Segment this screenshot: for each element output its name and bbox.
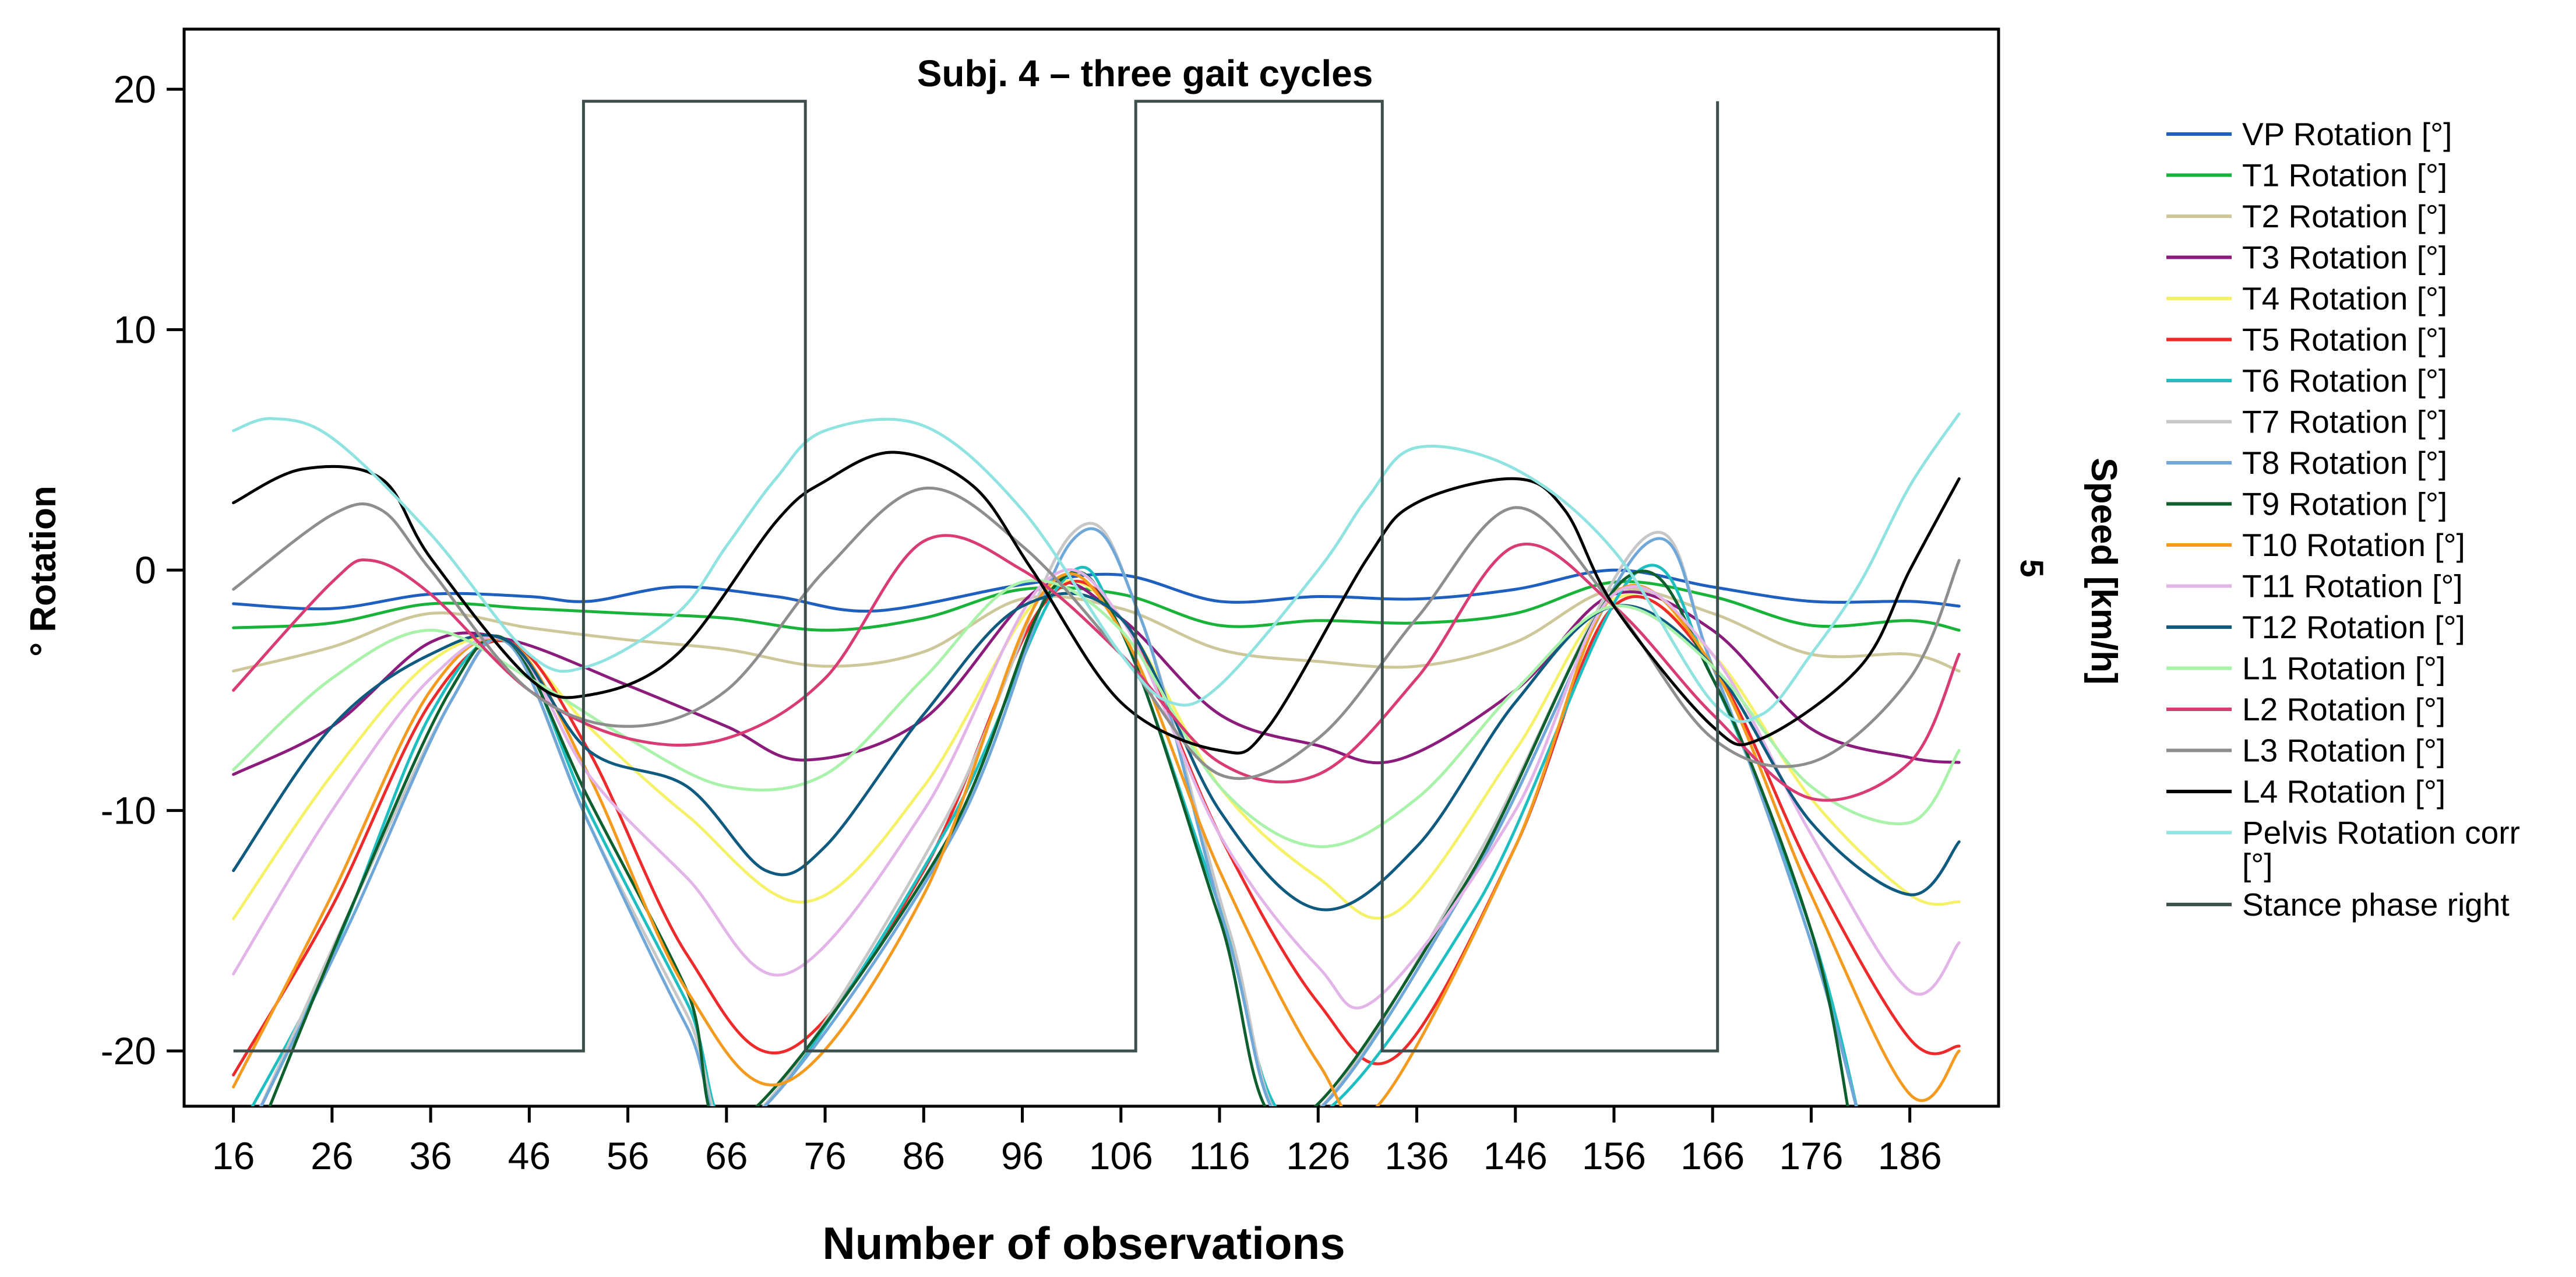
- x-tick-label: 156: [1582, 1134, 1646, 1177]
- x-tick-label: 66: [705, 1134, 748, 1177]
- y-tick-label: 20: [114, 68, 156, 111]
- y-tick-label: -10: [101, 789, 156, 832]
- series-line-l4-rotation: [232, 451, 1961, 755]
- legend-label-l2-rotation: L2 Rotation [°]: [2242, 691, 2445, 727]
- x-tick-label: 116: [1189, 1134, 1250, 1177]
- series-line-t12-rotation: [232, 592, 1961, 912]
- x-axis: 16 26 36 46 56 66 76 86 96 106 116 126 136 146 156 166 1…: [212, 1106, 1942, 1177]
- legend-label-t2-rotation: T2 Rotation [°]: [2242, 198, 2447, 234]
- x-tick-label: 86: [903, 1134, 945, 1177]
- chart-title: Subj. 4 – three gait cycles: [917, 52, 1373, 94]
- series-line-t8-rotation: [259, 527, 1858, 1106]
- legend: VP Rotation [°] T1 Rotation [°] T2 Rotatio…: [2166, 116, 2520, 923]
- x-tick-label: 56: [607, 1134, 649, 1177]
- x-tick-label: 176: [1779, 1134, 1843, 1177]
- x-tick-label: 126: [1286, 1134, 1350, 1177]
- y-axis-title: ° Rotation: [23, 486, 64, 656]
- legend-label-t9-rotation: T9 Rotation [°]: [2242, 486, 2447, 522]
- legend-label-t7-rotation: T7 Rotation [°]: [2242, 404, 2447, 440]
- x-tick-label: 46: [508, 1134, 551, 1177]
- legend-label-t3-rotation: T3 Rotation [°]: [2242, 240, 2447, 276]
- series-layer: [232, 412, 1961, 1106]
- x-tick-label: 166: [1680, 1134, 1745, 1177]
- y-tick-label: 0: [135, 548, 156, 592]
- x-tick-label: 26: [311, 1134, 353, 1177]
- series-line-t1-rotation: [232, 580, 1961, 632]
- legend-label-t10-rotation: T10 Rotation [°]: [2242, 527, 2465, 563]
- y2-axis-tick: 5: [2014, 559, 2050, 577]
- x-tick-label: 96: [1001, 1134, 1044, 1177]
- y-tick-label: 10: [114, 308, 156, 351]
- legend-label-t4-rotation: T4 Rotation [°]: [2242, 280, 2447, 316]
- legend-label-l4-rotation: L4 Rotation [°]: [2242, 773, 2445, 810]
- series-line-vp-rotation: [232, 568, 1961, 613]
- legend-label-l3-rotation: L3 Rotation [°]: [2242, 733, 2445, 769]
- series-line-stance-phase-right: [233, 100, 1719, 1053]
- y2-axis-title: Speed [km/h]: [2084, 458, 2124, 684]
- legend-label-l1-rotation: L1 Rotation [°]: [2242, 650, 2445, 687]
- x-tick-label: 16: [212, 1134, 255, 1177]
- legend-label-t1-rotation: T1 Rotation [°]: [2242, 157, 2447, 194]
- x-tick-label: 136: [1384, 1134, 1449, 1177]
- x-tick-label: 106: [1089, 1134, 1153, 1177]
- legend-label-pelvis-rotation-corr: Pelvis Rotation corr [°]: [2242, 815, 2520, 883]
- stance-layer: [233, 100, 1719, 1053]
- x-tick-label: 36: [409, 1134, 452, 1177]
- y-axis: 20 10 0 -10 -20: [101, 68, 184, 1072]
- x-tick-label: 186: [1878, 1134, 1942, 1177]
- legend-label-vp-rotation: VP Rotation [°]: [2242, 116, 2452, 152]
- y-tick-label: -20: [101, 1029, 156, 1072]
- legend-label-t5-rotation: T5 Rotation [°]: [2242, 322, 2447, 358]
- legend-label-t11-rotation: T11 Rotation [°]: [2242, 568, 2463, 604]
- x-axis-title: Number of observations: [822, 1218, 1345, 1269]
- legend-label-stance-phase-right: Stance phase right: [2242, 886, 2510, 923]
- legend-label-t12-rotation: T12 Rotation [°]: [2242, 609, 2465, 645]
- legend-label-t6-rotation: T6 Rotation [°]: [2242, 363, 2447, 399]
- x-tick-label: 76: [804, 1134, 846, 1177]
- series-line-pelvis-rotation-corr: [232, 412, 1961, 723]
- x-tick-label: 146: [1483, 1134, 1548, 1177]
- plot-frame: [182, 27, 2000, 1108]
- legend-label-t8-rotation: T8 Rotation [°]: [2242, 445, 2447, 481]
